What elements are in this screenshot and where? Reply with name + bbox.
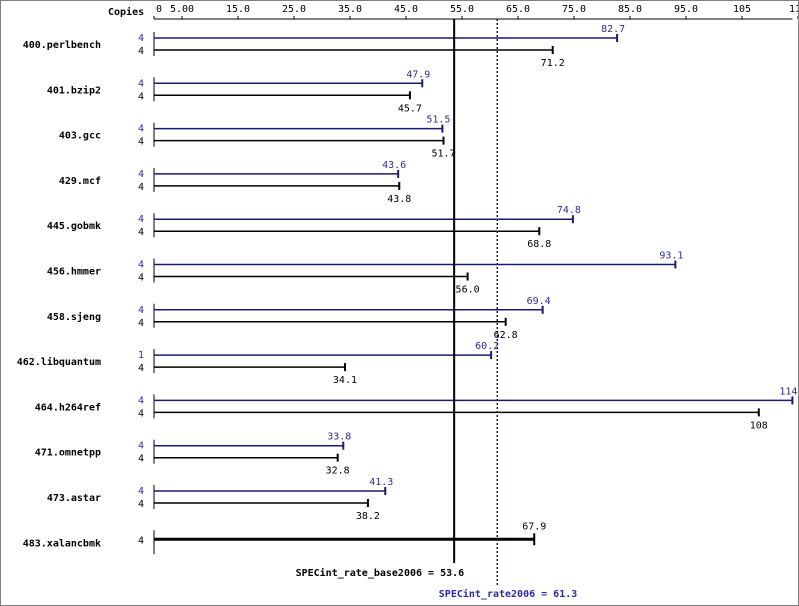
peak-copies: 1 <box>138 350 144 361</box>
x-tick-label: 45.0 <box>394 4 418 15</box>
benchmark-label: 483.xalancbmk <box>23 538 101 549</box>
x-tick-label: 95.0 <box>674 4 698 15</box>
base-copies: 4 <box>138 182 144 193</box>
benchmark-label: 400.perlbench <box>23 40 101 51</box>
base-value-label: 62.8 <box>494 330 518 341</box>
benchmark-label: 471.omnetpp <box>35 448 101 459</box>
base-copies: 4 <box>138 535 144 546</box>
base-value-label: 56.0 <box>456 285 480 296</box>
x-tick-label: 85.0 <box>618 4 642 15</box>
x-tick-label: 35.0 <box>338 4 362 15</box>
base-copies: 4 <box>138 273 144 284</box>
peak-copies: 4 <box>138 33 144 44</box>
base-value-label: 38.2 <box>356 511 380 522</box>
benchmark-label: 462.libquantum <box>17 356 101 368</box>
base-value-label: 68.8 <box>527 239 551 250</box>
peak-value-label: 74.8 <box>557 205 581 216</box>
benchmark-label: 429.mcf <box>59 176 101 187</box>
peak-value-label: 41.3 <box>369 477 393 488</box>
peak-value-label: 93.1 <box>659 251 683 262</box>
peak-copies: 4 <box>138 260 144 271</box>
base-copies: 4 <box>138 91 144 102</box>
peak-copies: 4 <box>138 169 144 180</box>
base-value-label: 34.1 <box>333 375 357 386</box>
peak-value-label: 43.6 <box>382 160 406 171</box>
base-copies: 4 <box>138 46 144 57</box>
x-tick-label: 0 <box>156 4 162 15</box>
base-copies: 4 <box>138 227 144 238</box>
peak-value-label: 33.8 <box>327 432 351 443</box>
base-copies: 4 <box>138 454 144 465</box>
combined-value-label: 67.9 <box>522 521 546 532</box>
peak-value-label: 51.5 <box>426 115 450 126</box>
x-tick-label: 65.0 <box>506 4 530 15</box>
base-copies: 4 <box>138 499 144 510</box>
peak-copies: 4 <box>138 124 144 135</box>
peak-copies: 4 <box>138 441 144 452</box>
base-copies: 4 <box>138 137 144 148</box>
peak-copies: 4 <box>138 214 144 225</box>
benchmark-label: 403.gcc <box>59 131 101 142</box>
peak-value-label: 47.9 <box>406 69 430 80</box>
base-copies: 4 <box>138 363 144 374</box>
base-value-label: 108 <box>750 420 768 431</box>
base-value-label: 71.2 <box>541 58 565 69</box>
peak-value-label: 82.7 <box>601 24 625 35</box>
x-tick-label: 5.00 <box>170 4 194 15</box>
benchmark-label: 445.gobmk <box>47 221 101 232</box>
benchmark-label: 473.astar <box>47 493 101 504</box>
x-tick-label: 25.0 <box>282 4 306 15</box>
x-tick-label: 75.0 <box>562 4 586 15</box>
base-value-label: 43.8 <box>387 194 411 205</box>
peak-value-label: 69.4 <box>527 296 551 307</box>
base-value-label: 51.7 <box>431 149 455 160</box>
x-tick-label: 115 <box>789 4 798 15</box>
x-tick-label: 105 <box>733 4 751 15</box>
x-tick-label: 15.0 <box>226 4 250 15</box>
benchmark-label: 464.h264ref <box>35 402 101 413</box>
peak-mean-label: SPECint_rate2006 = 61.3 <box>439 588 577 600</box>
base-copies: 4 <box>138 408 144 419</box>
base-copies: 4 <box>138 318 144 329</box>
copies-header: Copies <box>108 6 144 18</box>
peak-copies: 4 <box>138 395 144 406</box>
base-mean-label: SPECint_rate_base2006 = 53.6 <box>296 567 465 579</box>
x-tick-label: 55.0 <box>450 4 474 15</box>
benchmark-label: 456.hmmer <box>47 267 101 278</box>
peak-copies: 4 <box>138 305 144 316</box>
peak-value-label: 60.2 <box>475 341 499 352</box>
base-value-label: 45.7 <box>398 103 422 114</box>
peak-value-label: 114 <box>779 386 797 397</box>
peak-copies: 4 <box>138 486 144 497</box>
benchmark-label: 458.sjeng <box>47 311 101 323</box>
peak-copies: 4 <box>138 78 144 89</box>
base-value-label: 32.8 <box>326 466 350 477</box>
benchmark-label: 401.bzip2 <box>47 84 101 96</box>
